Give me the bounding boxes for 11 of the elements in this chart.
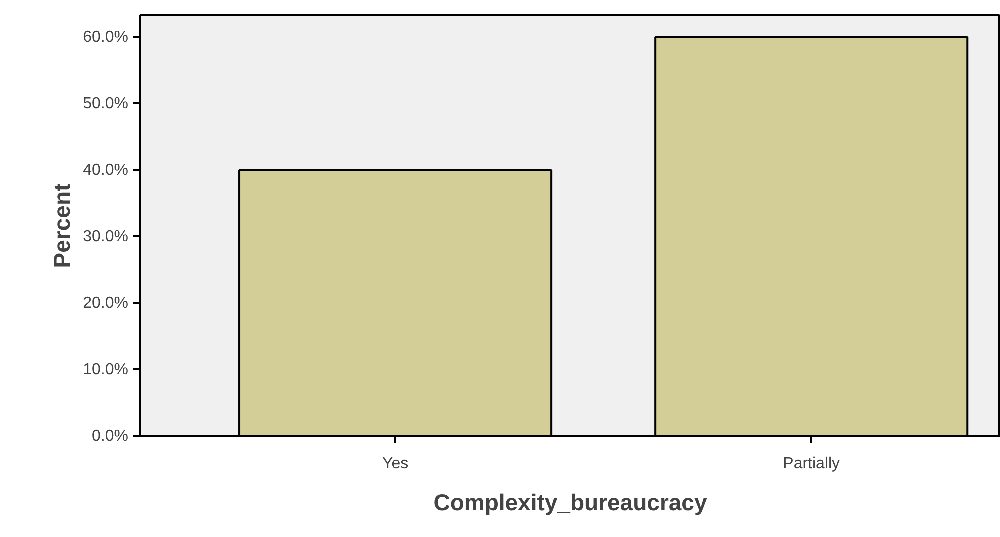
y-tick-label: 30.0% — [83, 228, 129, 246]
x-tick-label: Partially — [783, 456, 840, 472]
y-tick-label: 60.0% — [83, 28, 129, 46]
x-tick-label: Yes — [382, 456, 409, 472]
y-tick-label: 0.0% — [92, 428, 128, 445]
y-tick-label: 20.0% — [83, 294, 129, 312]
y-axis-title: Percent — [49, 183, 76, 268]
y-tick-label: 10.0% — [83, 361, 129, 378]
y-tick-label: 50.0% — [83, 95, 129, 112]
x-axis-title: Complexity_bureaucracy — [434, 490, 708, 516]
y-tick-label: 40.0% — [83, 162, 129, 179]
